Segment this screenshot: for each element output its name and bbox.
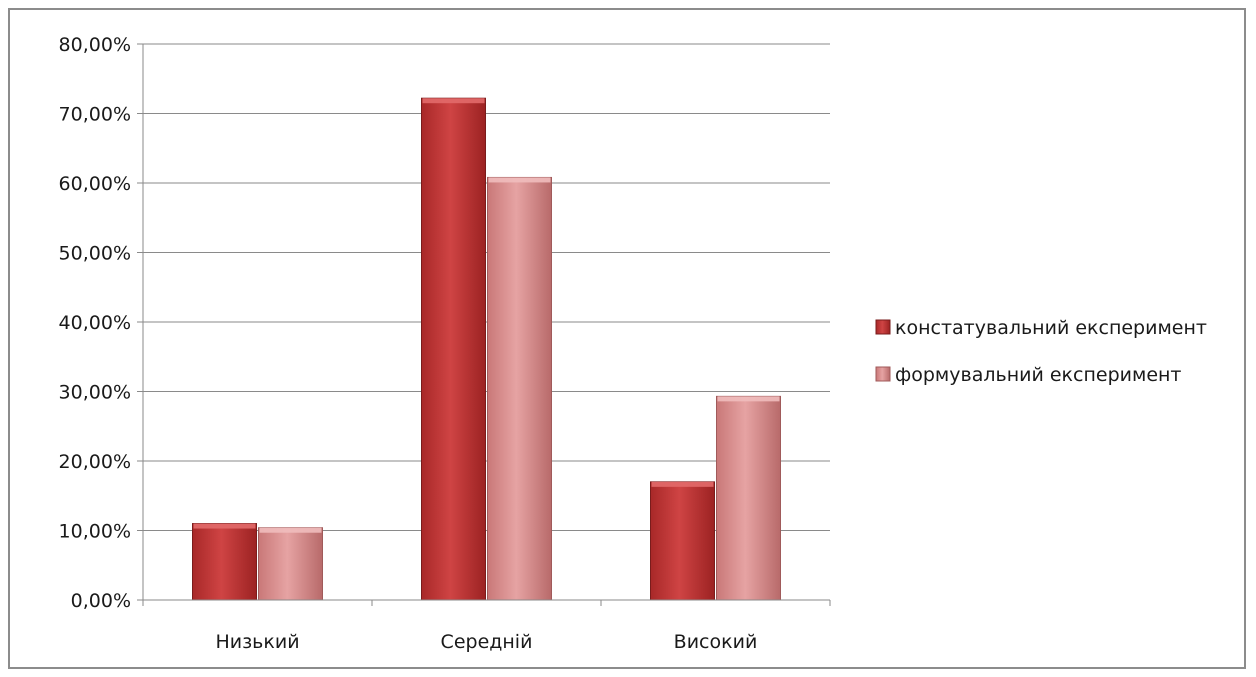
y-tick-label: 10,00% <box>59 521 131 543</box>
legend-swatch <box>875 319 891 335</box>
legend-label: констатувальний експеримент <box>895 317 1207 339</box>
bar-body <box>421 97 486 601</box>
bar-top-bevel <box>259 527 322 533</box>
x-category-label: Середній <box>441 631 533 653</box>
y-axis-ticks: 0,00% 10,00% 20,00% 30,00% 40,00% 50,00% 60,00… <box>59 34 131 612</box>
x-category-label: Високий <box>674 631 758 653</box>
y-tick-label: 0,00% <box>71 590 131 612</box>
legend-swatch <box>875 366 891 382</box>
bar-body <box>716 395 781 601</box>
y-tick-label: 40,00% <box>59 312 131 334</box>
x-axis-categories: Низький Середній Високий <box>215 631 757 653</box>
bar <box>650 481 715 601</box>
bar <box>487 176 552 601</box>
bar-top-bevel <box>717 396 780 402</box>
y-tick-label: 20,00% <box>59 451 131 473</box>
bar-body <box>487 176 552 601</box>
x-category-label: Низький <box>215 631 299 653</box>
bar-top-bevel <box>488 177 551 183</box>
bar-body <box>258 527 323 601</box>
bar-top-bevel <box>193 523 256 529</box>
bar-body <box>192 523 257 601</box>
bar <box>258 527 323 601</box>
y-tick-label: 30,00% <box>59 382 131 404</box>
gridlines <box>137 43 830 601</box>
y-tick-label: 80,00% <box>59 34 131 56</box>
bar-top-bevel <box>422 98 485 104</box>
legend: констатувальний експеримент формувальний … <box>875 317 1207 386</box>
bar <box>192 523 257 601</box>
bar-top-bevel <box>651 481 714 487</box>
legend-item: формувальний експеримент <box>875 364 1182 386</box>
y-tick-label: 60,00% <box>59 173 131 195</box>
legend-item: констатувальний експеримент <box>875 317 1207 339</box>
y-tick-label: 50,00% <box>59 243 131 265</box>
bars <box>192 97 781 601</box>
y-tick-label: 70,00% <box>59 104 131 126</box>
legend-label: формувальний експеримент <box>895 364 1182 386</box>
axes <box>142 44 831 606</box>
bar <box>421 97 486 601</box>
bar-body <box>650 481 715 601</box>
bar <box>716 395 781 601</box>
